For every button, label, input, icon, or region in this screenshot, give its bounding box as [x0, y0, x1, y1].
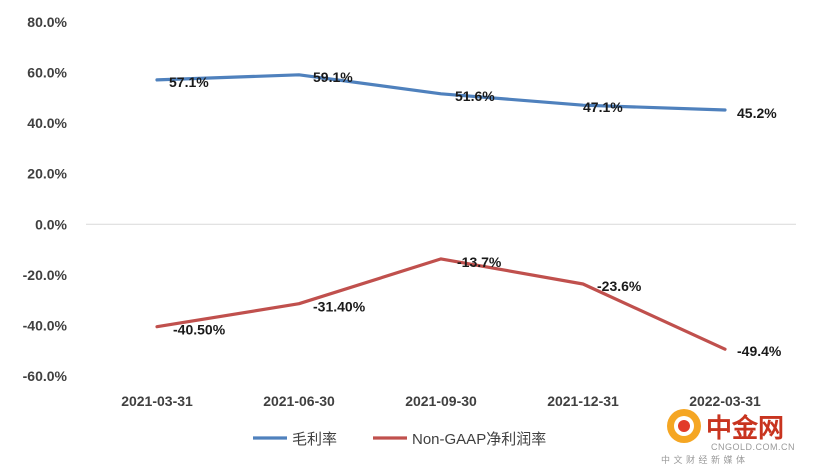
- y-tick-label: 80.0%: [27, 14, 67, 30]
- y-axis-ticks: 80.0% 60.0% 40.0% 20.0% 0.0% -20.0% -40.0% -60.…: [23, 14, 68, 384]
- x-tick-label: 2021-12-31: [547, 393, 619, 409]
- x-tick-label: 2021-09-30: [405, 393, 477, 409]
- data-label: -23.6%: [597, 278, 642, 294]
- y-tick-label: 60.0%: [27, 65, 67, 81]
- data-label: 47.1%: [583, 99, 623, 115]
- series-line-2: [155, 257, 727, 351]
- watermark-site: CNGOLD.COM.CN: [711, 442, 795, 452]
- watermark-tagline: 中 文 财 经 新 媒 体: [661, 454, 746, 465]
- series-line-1: [155, 73, 727, 112]
- x-tick-label: 2021-06-30: [263, 393, 335, 409]
- data-label: -13.7%: [457, 254, 502, 270]
- x-axis-ticks: 2021-03-31 2021-06-30 2021-09-30 2021-12-31…: [121, 393, 761, 409]
- y-tick-label: -60.0%: [23, 368, 68, 384]
- data-label: 59.1%: [313, 69, 353, 85]
- x-tick-label: 2022-03-31: [689, 393, 761, 409]
- y-tick-label: -40.0%: [23, 317, 68, 333]
- y-tick-label: 20.0%: [27, 166, 67, 182]
- legend-label: Non-GAAP净利润率: [412, 431, 546, 448]
- watermark-logo-text: 中金网: [706, 413, 784, 443]
- data-label: -31.40%: [313, 299, 366, 315]
- data-label: -49.4%: [737, 343, 782, 359]
- series-group: 57.1% 59.1% 51.6% 47.1% 45.2% -40.50% -31.40% -…: [155, 69, 782, 359]
- watermark: 中金网 CNGOLD.COM.CN 中 文 财 经 新 媒 体: [661, 409, 795, 465]
- data-label: 45.2%: [737, 105, 777, 121]
- data-label: -40.50%: [173, 322, 226, 338]
- x-tick-label: 2021-03-31: [121, 393, 193, 409]
- y-tick-label: 40.0%: [27, 115, 67, 131]
- y-tick-label: -20.0%: [23, 267, 68, 283]
- legend: 毛利率 Non-GAAP净利润率: [253, 431, 546, 448]
- data-label: 51.6%: [455, 88, 495, 104]
- data-label: 57.1%: [169, 74, 209, 90]
- legend-label: 毛利率: [292, 431, 337, 448]
- y-tick-label: 0.0%: [35, 216, 67, 232]
- cngold-logo-icon: [667, 409, 701, 443]
